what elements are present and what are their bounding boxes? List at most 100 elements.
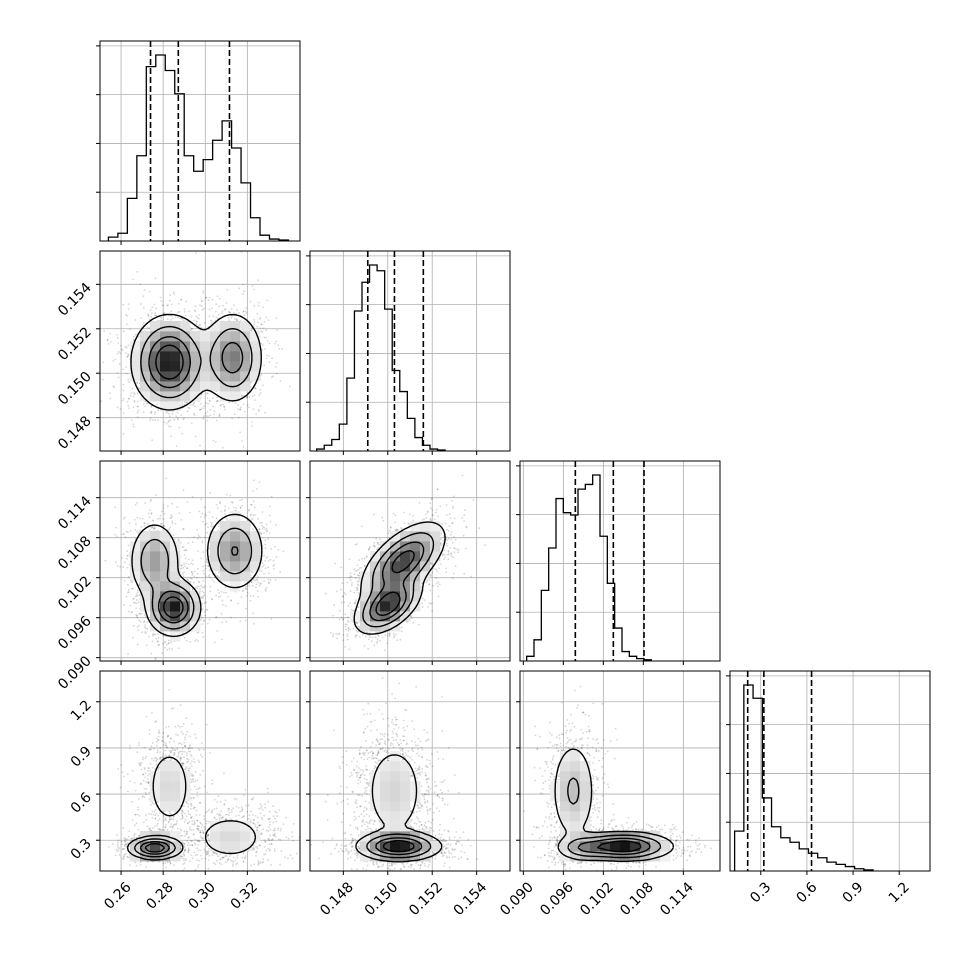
scatter-point xyxy=(193,414,196,417)
density-cell xyxy=(140,531,151,542)
scatter-point xyxy=(254,387,257,390)
scatter-point xyxy=(432,584,435,587)
scatter-point xyxy=(135,607,138,610)
scatter-point xyxy=(190,327,193,330)
scatter-point xyxy=(144,631,147,633)
scatter-point xyxy=(248,396,251,399)
scatter-point xyxy=(224,604,227,607)
density-cell xyxy=(150,541,161,552)
scatter-point xyxy=(126,315,129,317)
scatter-point xyxy=(132,406,135,409)
density-cell xyxy=(190,361,201,372)
scatter-point xyxy=(129,604,132,607)
scatter-point xyxy=(142,411,145,414)
scatter-point xyxy=(194,310,197,313)
scatter-point xyxy=(136,411,139,414)
scatter-point xyxy=(150,405,153,407)
scatter-point xyxy=(189,404,192,407)
scatter-point xyxy=(139,283,142,286)
scatter-point xyxy=(429,502,432,505)
scatter-point xyxy=(430,562,432,564)
scatter-point xyxy=(206,411,209,413)
density-cell xyxy=(170,401,181,412)
scatter-point xyxy=(243,410,246,413)
scatter-point xyxy=(228,507,230,509)
scatter-point xyxy=(194,640,197,642)
scatter-point xyxy=(248,509,250,512)
scatter-point xyxy=(183,563,186,565)
scatter-point xyxy=(191,328,193,330)
scatter-point xyxy=(239,408,242,411)
scatter-point xyxy=(198,535,201,538)
scatter-point xyxy=(246,404,249,407)
scatter-point xyxy=(189,511,191,514)
scatter-point xyxy=(219,595,222,597)
scatter-point xyxy=(252,612,255,615)
tick-label-y: 0.148 xyxy=(55,413,95,453)
density-cell xyxy=(230,371,241,382)
density-cell xyxy=(250,331,261,342)
scatter-point xyxy=(197,534,200,536)
tick-label-y: 0.102 xyxy=(55,573,95,613)
scatter-point xyxy=(206,561,209,564)
scatter-point xyxy=(130,392,133,394)
scatter-point xyxy=(211,579,214,581)
density-cell xyxy=(180,331,191,342)
scatter-point xyxy=(117,376,120,379)
scatter-point xyxy=(206,558,208,560)
density-cell xyxy=(240,371,251,382)
scatter-point xyxy=(127,544,130,547)
scatter-point xyxy=(148,516,151,519)
histogram-frame-0 xyxy=(99,40,301,242)
scatter-point xyxy=(134,504,137,506)
scatter-point xyxy=(213,580,216,583)
scatter-point xyxy=(275,524,277,527)
scatter-point xyxy=(175,445,178,448)
histogram-frame-1 xyxy=(309,250,511,452)
scatter-point xyxy=(258,585,261,587)
scatter-point xyxy=(267,566,270,569)
scatter-point xyxy=(145,402,148,405)
scatter-point xyxy=(239,499,241,502)
scatter-point xyxy=(229,494,232,497)
density-cell xyxy=(210,351,221,362)
scatter-point xyxy=(165,643,168,646)
scatter-point xyxy=(253,506,256,509)
scatter-point xyxy=(239,431,242,434)
scatter-point xyxy=(133,393,136,395)
scatter-point xyxy=(274,545,276,548)
scatter-point xyxy=(202,290,205,292)
scatter-point xyxy=(132,598,135,600)
scatter-point xyxy=(266,299,268,302)
scatter-point xyxy=(265,527,268,530)
density-cell xyxy=(250,551,261,562)
scatter-point xyxy=(185,639,188,642)
scatter-point xyxy=(171,522,174,525)
scatter-point xyxy=(153,303,156,306)
density-cell xyxy=(230,561,241,572)
scatter-point xyxy=(350,608,353,611)
scatter-point xyxy=(224,509,227,512)
scatter-point xyxy=(251,328,254,330)
density-cell xyxy=(140,351,151,362)
scatter-point xyxy=(258,318,261,320)
scatter-point xyxy=(246,594,249,597)
scatter-point xyxy=(196,572,199,575)
scatter-point xyxy=(195,323,198,326)
scatter-point xyxy=(210,521,213,524)
scatter-point xyxy=(260,373,262,375)
contour-level xyxy=(163,596,184,619)
scatter-point xyxy=(268,572,270,574)
scatter-point xyxy=(101,378,104,381)
scatter-point xyxy=(215,400,218,403)
scatter-point xyxy=(139,303,142,305)
scatter-point xyxy=(213,413,215,416)
scatter-point xyxy=(152,633,154,636)
scatter-point xyxy=(201,309,204,311)
scatter-point xyxy=(125,313,127,316)
scatter-point xyxy=(209,409,212,411)
scatter-point xyxy=(202,520,204,523)
scatter-point xyxy=(253,305,256,307)
scatter-point xyxy=(182,418,185,421)
scatter-point xyxy=(271,376,273,379)
